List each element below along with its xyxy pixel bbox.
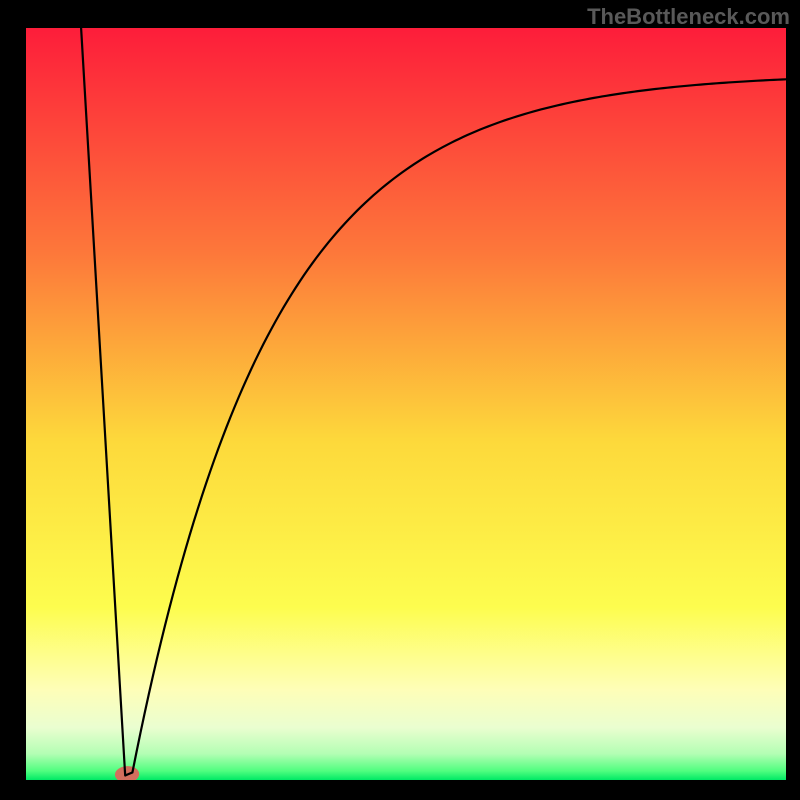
chart-outer-frame: TheBottleneck.com (0, 0, 800, 800)
attribution-watermark: TheBottleneck.com (587, 4, 790, 30)
plot-area (26, 28, 786, 780)
plot-svg (26, 28, 786, 780)
plot-background-gradient (26, 28, 786, 780)
